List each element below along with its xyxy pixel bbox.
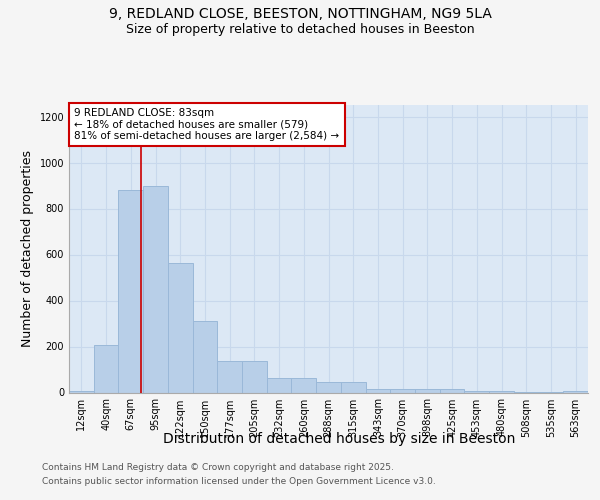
Bar (365, 389, 390, 392)
Y-axis label: Number of detached properties: Number of detached properties (21, 150, 34, 348)
Text: Size of property relative to detached houses in Beeston: Size of property relative to detached ho… (125, 22, 475, 36)
Bar (415, 389, 440, 392)
Bar (316, 382, 341, 392)
Text: 9 REDLAND CLOSE: 83sqm
← 18% of detached houses are smaller (579)
81% of semi-de: 9 REDLAND CLOSE: 83sqm ← 18% of detached… (74, 108, 340, 141)
Bar (143, 186, 168, 392)
Bar (292, 378, 316, 392)
Bar (440, 389, 464, 392)
Bar (341, 382, 365, 392)
Bar (267, 378, 292, 392)
Bar (489, 390, 514, 392)
Text: Contains HM Land Registry data © Crown copyright and database right 2025.: Contains HM Land Registry data © Crown c… (42, 462, 394, 471)
Bar (94, 346, 118, 393)
Bar (563, 390, 588, 392)
Text: Distribution of detached houses by size in Beeston: Distribution of detached houses by size … (163, 432, 515, 446)
Text: Contains public sector information licensed under the Open Government Licence v3: Contains public sector information licen… (42, 478, 436, 486)
Text: 9, REDLAND CLOSE, BEESTON, NOTTINGHAM, NG9 5LA: 9, REDLAND CLOSE, BEESTON, NOTTINGHAM, N… (109, 8, 491, 22)
Bar (217, 362, 242, 392)
Bar (390, 389, 415, 392)
Bar (118, 190, 143, 392)
Bar (464, 390, 489, 392)
Bar (242, 362, 267, 392)
Bar (193, 321, 217, 392)
Bar (168, 262, 193, 392)
